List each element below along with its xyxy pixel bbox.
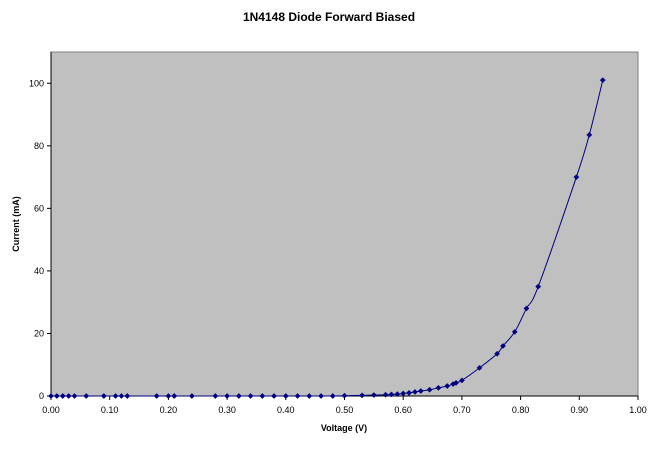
data-point: [112, 393, 119, 399]
data-point: [511, 328, 518, 335]
data-point: [388, 391, 395, 398]
data-point: [235, 393, 242, 399]
y-tick-label: 20: [34, 328, 44, 338]
data-point: [599, 77, 606, 84]
data-point: [224, 393, 231, 399]
x-tick-label: 0.20: [160, 405, 178, 415]
y-tick-label: 40: [34, 266, 44, 276]
x-tick-label: 1.00: [629, 405, 647, 415]
data-point: [306, 393, 313, 399]
data-point: [48, 393, 54, 399]
x-tick-label: 0.40: [277, 405, 295, 415]
y-tick-label: 60: [34, 203, 44, 213]
data-point: [523, 305, 530, 312]
data-point: [271, 393, 278, 399]
data-point: [165, 393, 172, 399]
data-point: [394, 391, 401, 398]
data-point: [586, 131, 593, 138]
data-point: [282, 393, 289, 399]
data-point: [71, 393, 78, 399]
data-point: [458, 377, 465, 384]
x-axis-label: Voltage (V): [321, 423, 367, 433]
x-tick-label: 0.50: [336, 405, 354, 415]
data-point: [100, 393, 107, 399]
data-point: [500, 343, 506, 349]
data-point: [124, 393, 131, 399]
data-point: [294, 393, 301, 399]
data-point: [212, 393, 219, 399]
data-point: [247, 393, 254, 399]
chart-title: 1N4148 Diode Forward Biased: [243, 10, 415, 24]
data-point: [444, 383, 451, 389]
data-point: [370, 392, 377, 399]
data-point: [318, 393, 324, 399]
data-point: [406, 389, 413, 396]
data-point: [341, 392, 348, 399]
data-point: [426, 386, 433, 393]
data-point: [382, 391, 389, 398]
data-point: [411, 388, 418, 395]
data-point: [494, 350, 501, 357]
data-point: [535, 283, 542, 290]
y-tick-label: 0: [39, 391, 44, 401]
y-axis-ticks: 0 20 40 60 80 100: [29, 78, 51, 401]
data-point: [453, 379, 459, 386]
data-point: [118, 393, 125, 399]
data-point: [188, 393, 195, 399]
data-point: [259, 393, 266, 399]
x-tick-label: 0.70: [453, 405, 471, 415]
x-tick-label: 0.90: [571, 405, 589, 415]
y-tick-label: 100: [29, 78, 44, 88]
data-point: [83, 393, 90, 399]
data-point: [59, 393, 66, 399]
data-point: [65, 393, 72, 399]
y-tick-label: 80: [34, 141, 44, 151]
y-axis-label: Current (mA): [11, 196, 21, 252]
series-points: [48, 77, 606, 399]
x-tick-label: 0.10: [101, 405, 119, 415]
data-point: [171, 393, 178, 399]
data-point: [53, 393, 60, 399]
data-point: [359, 392, 366, 399]
x-tick-label: 0.60: [394, 405, 412, 415]
data-point: [476, 364, 483, 371]
x-tick-label: 0.30: [218, 405, 236, 415]
x-tick-label: 0.00: [42, 405, 60, 415]
x-tick-label: 0.80: [512, 405, 530, 415]
data-point: [329, 393, 336, 399]
data-point: [153, 393, 160, 399]
data-point: [400, 390, 407, 397]
data-point: [573, 174, 580, 181]
x-axis-ticks: 0.00 0.10 0.20 0.30 0.40 0.50 0.60 0.70 0.80 0.90…: [42, 396, 647, 415]
plot-area: [50, 51, 639, 397]
data-point: [435, 384, 442, 391]
data-point: [417, 388, 424, 394]
